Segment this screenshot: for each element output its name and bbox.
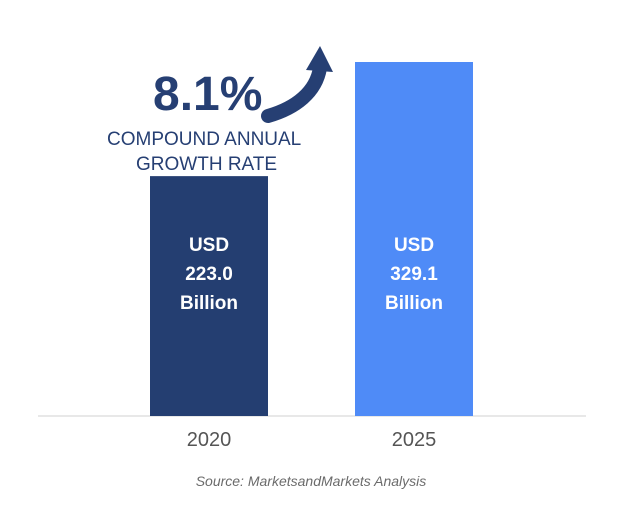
cagr-caption-line2: GROWTH RATE bbox=[136, 154, 277, 175]
cagr-caption-line1: COMPOUND ANNUAL bbox=[107, 129, 301, 150]
bar-2025 bbox=[355, 62, 473, 416]
arrow-up-right-icon bbox=[261, 46, 333, 123]
bar-labels-group: USD 223.0 Billion USD 329.1 Billion bbox=[180, 235, 443, 314]
bar-data-label-2025-line1: USD bbox=[394, 235, 434, 256]
x-tick-label-2025: 2025 bbox=[392, 429, 437, 451]
source-note: Source: MarketsandMarkets Analysis bbox=[196, 473, 427, 489]
bars-group bbox=[150, 62, 473, 416]
x-tick-labels-group: 2020 2025 bbox=[187, 429, 437, 451]
bar-data-label-2020-line3: Billion bbox=[180, 293, 238, 314]
bar-data-label-2025-line3: Billion bbox=[385, 293, 443, 314]
x-tick-label-2020: 2020 bbox=[187, 429, 232, 451]
bar-data-label-2025-line2: 329.1 bbox=[390, 264, 438, 285]
bar-data-label-2020-line1: USD bbox=[189, 235, 229, 256]
cagr-value: 8.1% bbox=[153, 68, 262, 121]
bar-data-label-2020-line2: 223.0 bbox=[185, 264, 233, 285]
bar-2020 bbox=[150, 176, 268, 416]
